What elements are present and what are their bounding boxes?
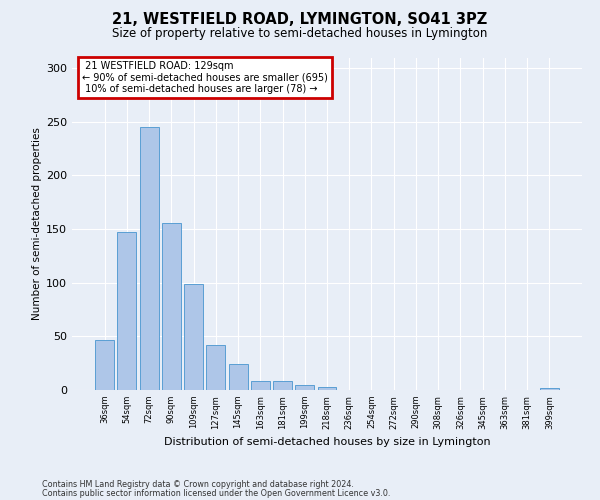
Y-axis label: Number of semi-detached properties: Number of semi-detached properties [32, 128, 42, 320]
Bar [317, 387, 337, 390]
Bar [162, 222, 181, 390]
Bar [140, 127, 158, 390]
Bar [95, 340, 114, 390]
Bar [273, 382, 292, 390]
Text: Contains HM Land Registry data © Crown copyright and database right 2024.: Contains HM Land Registry data © Crown c… [42, 480, 354, 489]
Bar [540, 388, 559, 390]
Bar [206, 345, 225, 390]
Text: 21, WESTFIELD ROAD, LYMINGTON, SO41 3PZ: 21, WESTFIELD ROAD, LYMINGTON, SO41 3PZ [112, 12, 488, 28]
X-axis label: Distribution of semi-detached houses by size in Lymington: Distribution of semi-detached houses by … [164, 437, 490, 447]
Bar [295, 384, 314, 390]
Text: Contains public sector information licensed under the Open Government Licence v3: Contains public sector information licen… [42, 488, 391, 498]
Bar [229, 364, 248, 390]
Text: Size of property relative to semi-detached houses in Lymington: Size of property relative to semi-detach… [112, 28, 488, 40]
Bar [251, 382, 270, 390]
Bar [184, 284, 203, 390]
Text: 21 WESTFIELD ROAD: 129sqm
← 90% of semi-detached houses are smaller (695)
 10% o: 21 WESTFIELD ROAD: 129sqm ← 90% of semi-… [82, 61, 328, 94]
Bar [118, 232, 136, 390]
